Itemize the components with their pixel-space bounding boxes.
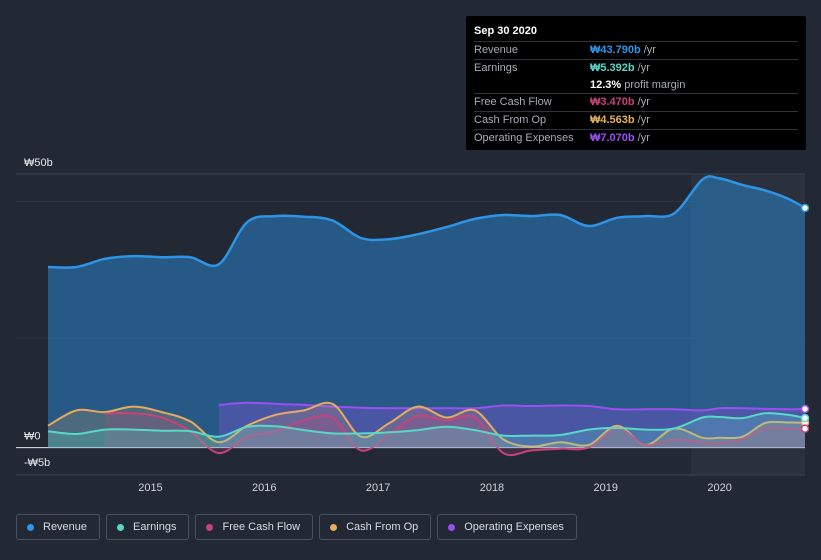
series-layer [47,175,806,457]
revenue-end-marker [800,203,810,213]
tooltip-date: Sep 30 2020 [474,25,537,37]
tooltip-label: Operating Expenses [474,131,574,144]
tooltip-unit: /yr [637,114,650,127]
legend-item-free-cash-flow[interactable]: Free Cash Flow [195,514,314,540]
x-tick-label: 2018 [480,482,504,494]
tooltip-label: Free Cash Flow [474,96,552,109]
tooltip-row-cash-from-op: Cash From Op ₩4.563b/yr [474,111,798,129]
legend-item-revenue[interactable]: Revenue [16,514,101,540]
revenue-area [48,176,805,448]
tooltip-value: ₩7.070b [590,131,635,144]
x-tick-label: 2020 [707,482,731,494]
chart-legend: Revenue Earnings Free Cash Flow Cash From O… [16,514,577,540]
free-cash-flow-line [104,411,806,457]
tooltip-row-free-cash-flow: Free Cash Flow ₩3.470b/yr [474,93,798,111]
tooltip-unit: /yr [637,61,650,74]
tooltip-value: ₩4.563b [590,114,635,127]
profit-margin-value: 12.3% [590,78,622,91]
x-tick-label: 2017 [366,482,390,494]
y-axis-labels: ₩50b ₩0 -₩5b [24,157,53,469]
financial-chart: ₩50b ₩0 -₩5b 2015 2016 2017 2018 2019 2020 [16,157,810,494]
free-cash-flow-end-marker [800,424,810,433]
x-tick-label: 2016 [252,482,276,494]
free-cash-flow-area [104,412,805,456]
tooltip-row-operating-expenses: Operating Expenses ₩7.070b/yr [474,128,798,147]
legend-label: Operating Expenses [464,521,564,533]
legend-label: Revenue [43,521,88,533]
x-axis-labels: 2015 2016 2017 2018 2019 2020 [138,482,732,494]
legend-dot-icon [27,523,34,531]
y-tick-label: -₩5b [24,457,50,469]
earnings-end-marker [800,413,810,423]
legend-item-cash-from-op[interactable]: Cash From Op [319,514,432,540]
revenue-line [47,175,806,269]
tooltip-unit: /yr [643,44,656,56]
tooltip-value: ₩3.470b [590,96,635,109]
tooltip-unit: /yr [637,96,650,109]
end-markers [800,203,810,433]
tooltip-unit: /yr [637,131,650,144]
tooltip-row-earnings: Earnings ₩5.392b/yr [474,58,798,77]
x-tick-label: 2019 [594,482,618,494]
data-tooltip: Sep 30 2020 Revenue ₩43.790b/yr Earnings ₩5… [466,16,806,150]
tooltip-profit-margin: 12.3% profit margin [474,77,798,94]
tooltip-label: Cash From Op [474,114,547,127]
tooltip-row-revenue: Revenue ₩43.790b/yr [474,41,798,59]
legend-item-operating-expenses[interactable]: Operating Expenses [437,514,577,540]
legend-dot-icon [206,523,214,531]
earnings-area [48,413,805,448]
profit-margin-label: profit margin [624,78,686,91]
legend-dot-icon [330,523,338,531]
tooltip-value: ₩43.790b [590,44,641,56]
x-tick-label: 2015 [138,482,162,494]
legend-label: Cash From Op [346,521,419,533]
cash-from-op-line [47,401,806,448]
legend-label: Earnings [133,521,177,533]
tooltip-label: Earnings [474,61,518,74]
legend-label: Free Cash Flow [222,521,301,533]
operating-expenses-end-marker [800,404,810,414]
tooltip-value: ₩5.392b [590,61,635,74]
legend-dot-icon [117,523,125,531]
tooltip-label: Revenue [474,44,519,56]
grid-layer [16,173,805,476]
y-tick-label: ₩0 [24,431,41,443]
legend-dot-icon [448,523,456,531]
earnings-line [47,412,806,438]
legend-item-earnings[interactable]: Earnings [106,514,190,540]
y-tick-label: ₩50b [24,157,53,169]
past-year-highlight [691,174,805,475]
operating-expenses-line [218,401,806,412]
cash-from-op-area [48,402,805,448]
